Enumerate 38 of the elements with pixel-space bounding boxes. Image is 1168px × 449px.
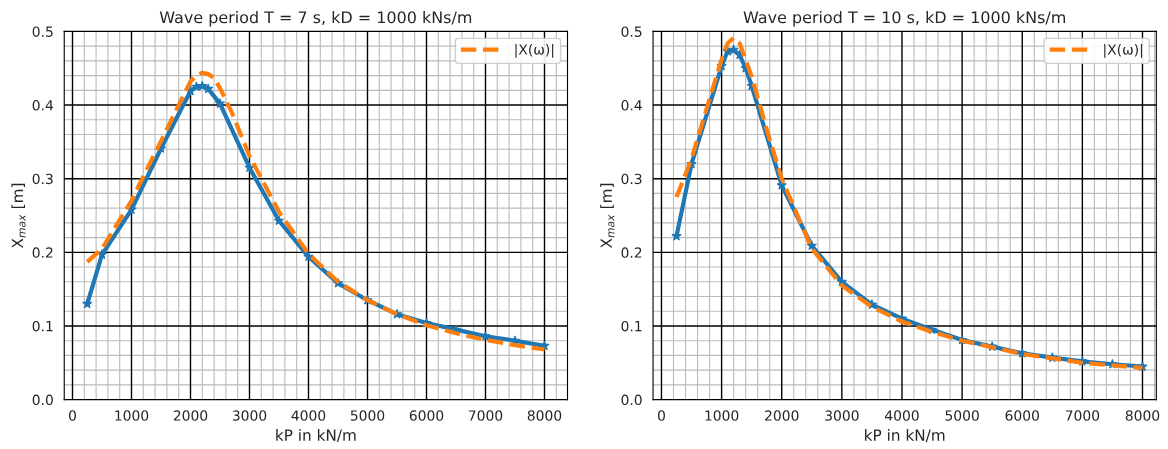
x-tick-label: 2000 (173, 410, 208, 421)
x-tick-label: 6000 (1005, 410, 1039, 421)
x-axis-title: kP in kN/m (276, 429, 356, 443)
x-axis-title: kP in kN/m (865, 429, 945, 443)
y-tick-label: 0.3 (32, 173, 53, 185)
x-tick-label: 0 (657, 410, 665, 421)
y-tick-label: 0.0 (32, 394, 53, 406)
x-tick-label: 3000 (825, 410, 859, 421)
x-tick-label: 3000 (232, 410, 267, 421)
y-tick-label: 0.4 (32, 100, 54, 111)
x-tick-label: 1000 (705, 410, 739, 421)
x-tick-label: 5000 (350, 410, 385, 421)
chart-title: Wave period T = 7 s, kD = 1000 kNs/m (159, 10, 472, 27)
y-tick-label: 0.3 (621, 173, 642, 185)
x-tick-label: 6000 (409, 410, 444, 421)
y-axis-title: X$_{max}$ [m] (600, 183, 615, 249)
y-tick-label: 0.1 (621, 320, 642, 332)
y-tick-label: 0.1 (32, 320, 53, 332)
y-tick-label: 0.0 (621, 394, 642, 406)
x-tick-label: 7000 (1065, 410, 1100, 421)
y-tick-label: 0.2 (32, 247, 53, 258)
x-tick-label: 8000 (527, 410, 562, 421)
x-tick-label: 1000 (115, 410, 149, 421)
y-axis-title: X$_{max}$ [m] (11, 183, 26, 249)
x-tick-label: 0 (69, 410, 76, 421)
chart-title: Wave period T = 10 s, kD = 1000 kNs/m (743, 10, 1065, 27)
x-tick-label: 5000 (945, 410, 979, 421)
y-tick-label: 0.5 (621, 26, 642, 37)
legend-label: |X(ω)| (515, 43, 554, 58)
y-tick-label: 0.2 (621, 247, 642, 258)
x-tick-label: 8000 (1125, 410, 1160, 421)
x-tick-label: 4000 (291, 410, 326, 421)
legend-label: |X(ω)| (1104, 43, 1143, 58)
x-tick-label: 4000 (884, 410, 919, 421)
x-tick-label: 7000 (468, 410, 503, 421)
x-tick-label: 2000 (765, 410, 799, 421)
y-tick-label: 0.5 (32, 26, 53, 37)
y-tick-label: 0.4 (621, 100, 642, 111)
